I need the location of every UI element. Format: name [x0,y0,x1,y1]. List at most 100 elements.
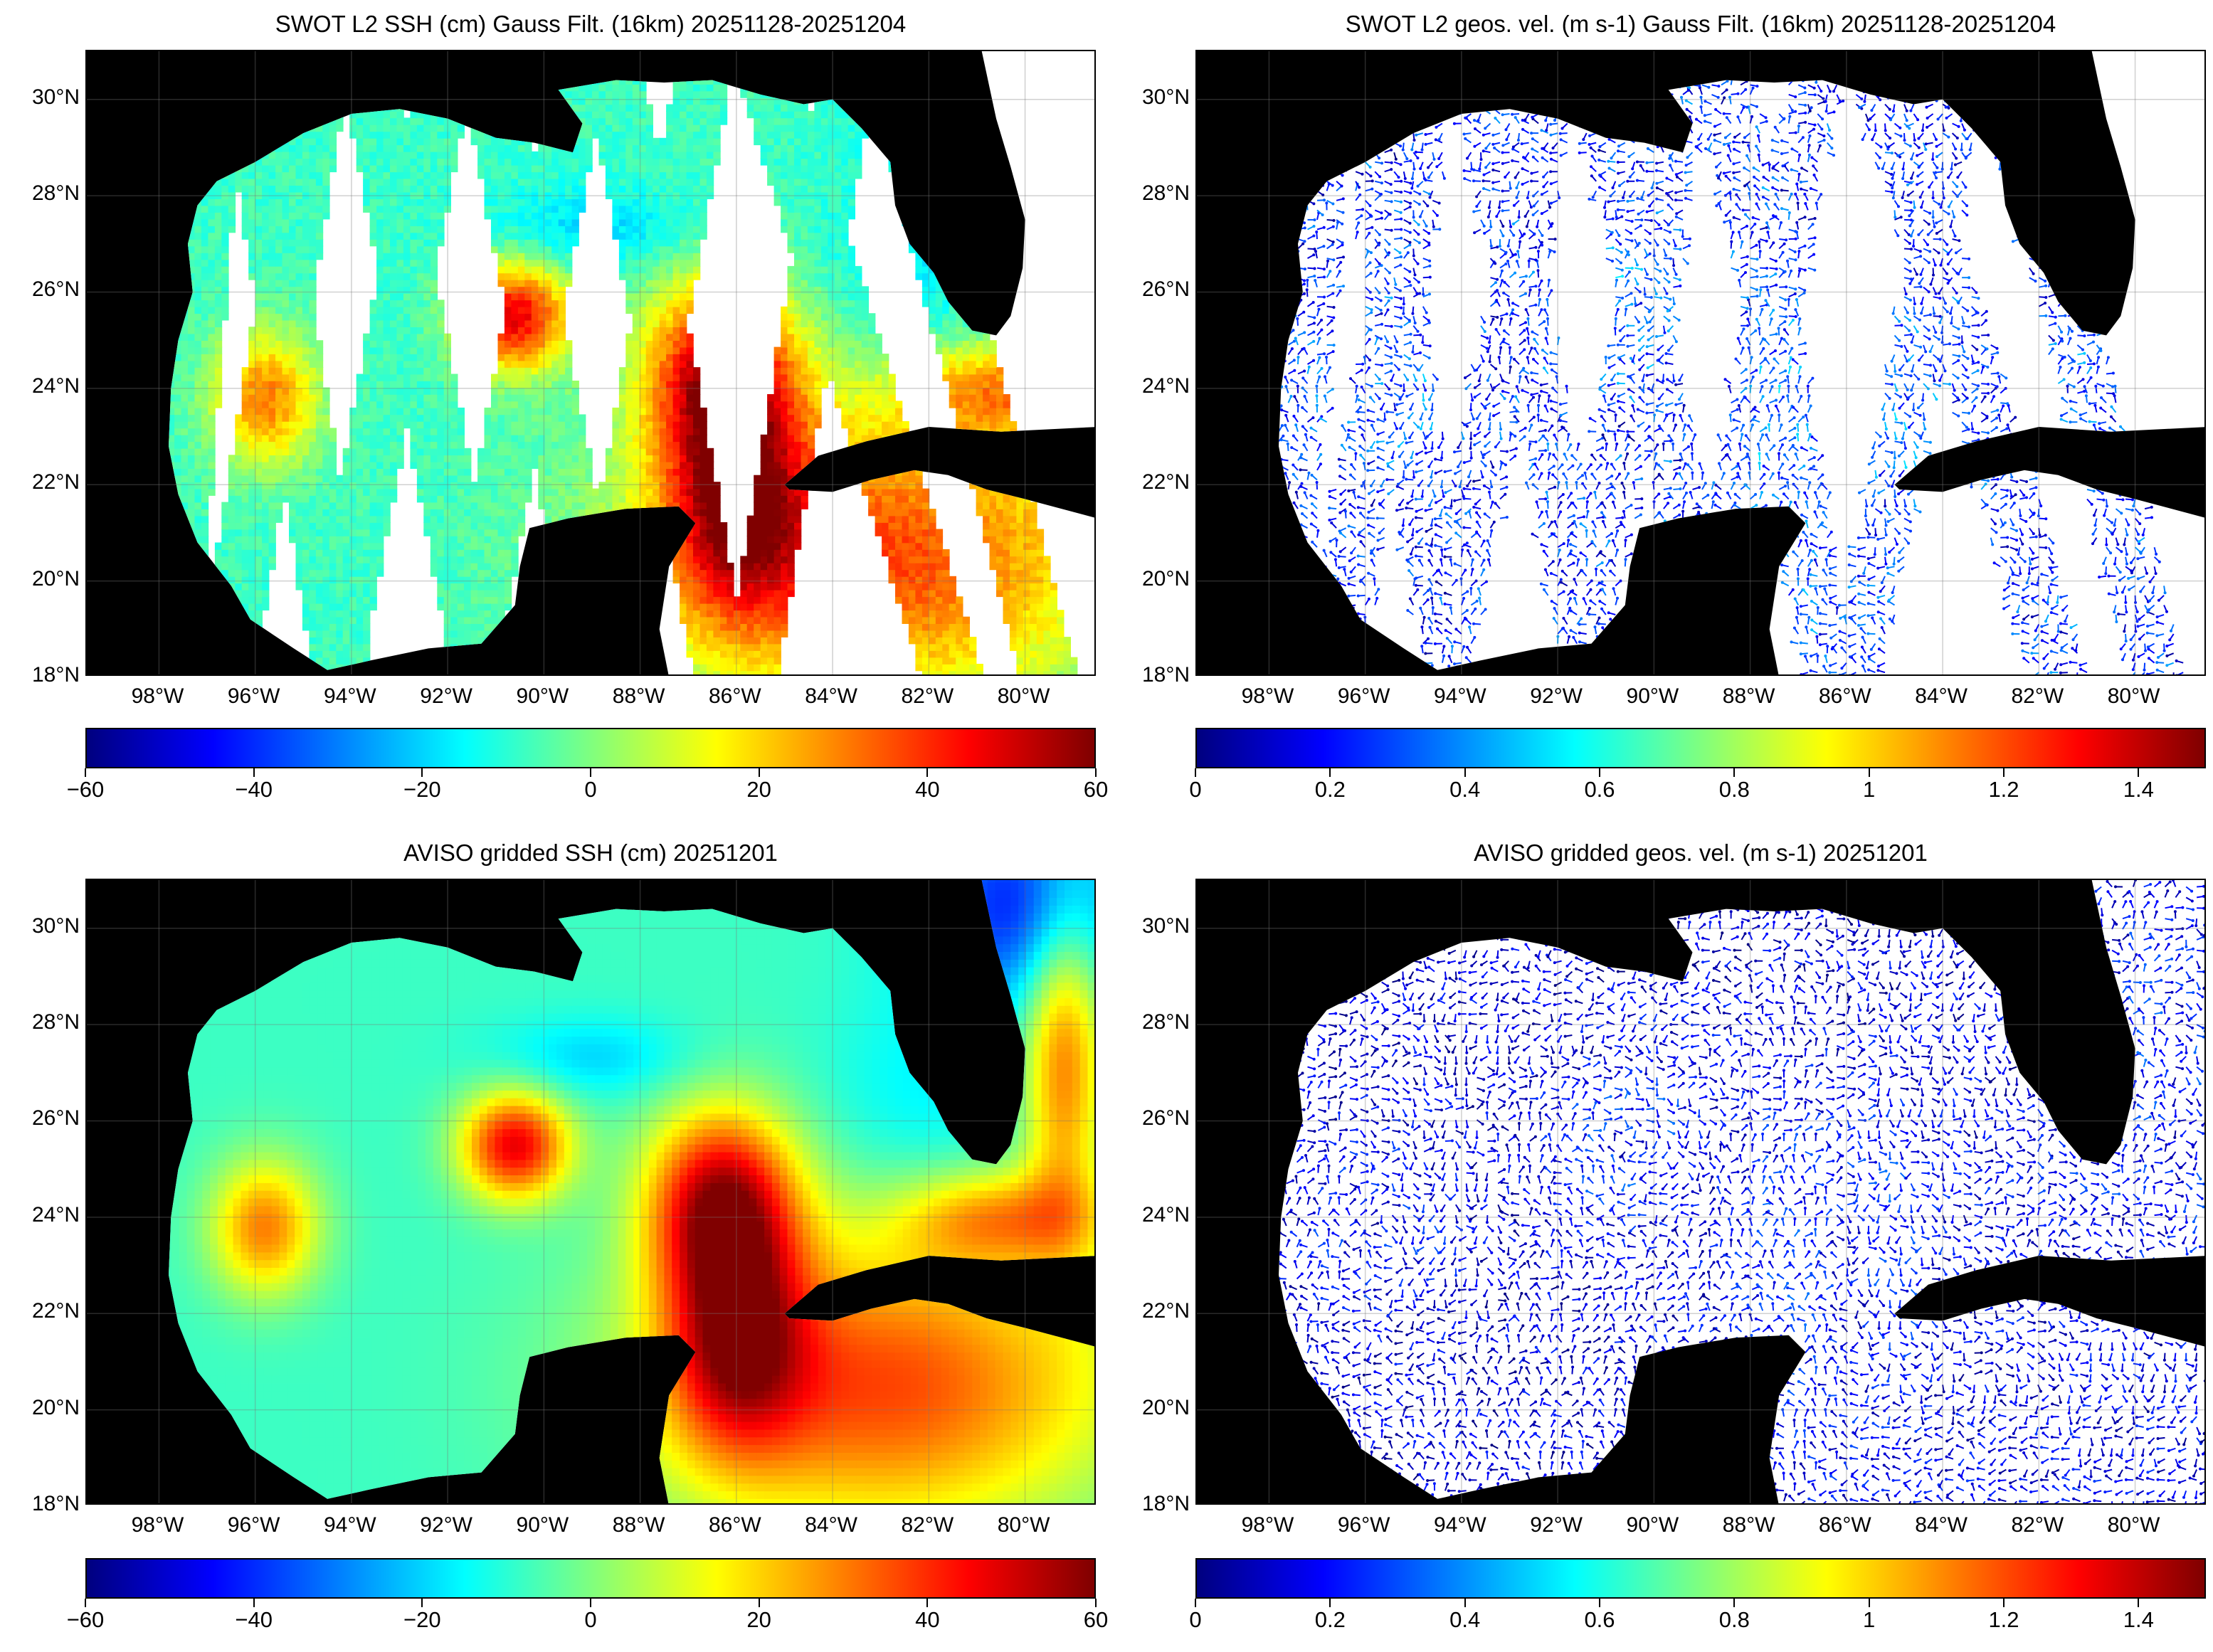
lat-tick-label: 20°N [1,1396,80,1420]
colorbar [85,728,1096,768]
colorbar-tick-label: 1.2 [1961,1607,2046,1633]
colorbar-tick-label: 0 [548,777,633,803]
map-svg [87,51,1094,674]
colorbar-tick [1464,768,1466,777]
colorbar-tick [421,768,423,777]
lat-tick-label: 26°N [1111,1106,1190,1131]
lon-tick-label: 86°W [1802,684,1888,709]
colorbar-tick [2138,1599,2140,1607]
lon-tick-label: 90°W [1610,1513,1695,1537]
colorbar-tick [590,768,591,777]
lon-tick-label: 88°W [596,684,682,709]
lon-tick-label: 94°W [307,1513,393,1537]
lon-tick-label: 80°W [2091,684,2177,709]
colorbar-tick [1733,1599,1736,1607]
lat-tick-label: 30°N [1111,914,1190,938]
colorbar-tick-label: 1 [1827,1607,1912,1633]
colorbar-tick-label: 40 [884,777,970,803]
colorbar-tick-label: 1.2 [1961,777,2046,803]
graticule [1197,51,2204,674]
lon-tick-label: 86°W [1802,1513,1888,1537]
colorbar-tick [85,1599,86,1607]
lat-tick-label: 18°N [1,663,80,687]
panel-title: AVISO gridded geos. vel. (m s-1) 2025120… [1195,840,2206,867]
colorbar-tick [1095,768,1097,777]
panel-title: AVISO gridded SSH (cm) 20251201 [85,840,1096,867]
graticule [87,51,1094,674]
lat-tick-label: 26°N [1,277,80,302]
ocean-area [1279,51,2204,674]
colorbar-tick [1868,768,1870,777]
colorbar-tick [1095,1599,1097,1607]
graticule [1197,880,2204,1503]
lat-tick-label: 24°N [1,374,80,398]
lat-tick-label: 22°N [1,1299,80,1323]
lon-tick-label: 90°W [500,684,585,709]
colorbar-tick-label: −20 [379,777,465,803]
colorbar-tick [758,1599,760,1607]
lat-tick-label: 22°N [1111,1299,1190,1323]
map-svg [87,880,1094,1503]
colorbar-tick-label: −40 [211,1607,297,1633]
colorbar-tick [926,1599,929,1607]
lon-tick-label: 90°W [1610,684,1695,709]
lon-tick-label: 98°W [1225,684,1310,709]
lat-tick-label: 28°N [1111,181,1190,206]
colorbar-tick [1599,768,1600,777]
colorbar-tick [1868,1599,1870,1607]
panel-title: SWOT L2 SSH (cm) Gauss Filt. (16km) 2025… [85,11,1096,38]
colorbar-tick-label: −60 [43,1607,128,1633]
lon-tick-label: 82°W [1995,1513,2080,1537]
colorbar-tick-label: 60 [1053,1607,1139,1633]
ocean-area [1279,880,2204,1503]
map-panel-2 [1195,50,2206,676]
lat-tick-label: 18°N [1111,1492,1190,1516]
lat-tick-label: 28°N [1,181,80,206]
lon-tick-label: 92°W [1514,1513,1599,1537]
colorbar-tick [2138,768,2140,777]
colorbar [1195,728,2206,768]
lon-tick-label: 96°W [1321,1513,1407,1537]
lat-tick-label: 24°N [1,1203,80,1227]
map-panel-1 [85,50,1096,676]
panel-title: SWOT L2 geos. vel. (m s-1) Gauss Filt. (… [1195,11,2206,38]
lon-tick-label: 84°W [1898,684,1984,709]
lon-tick-label: 88°W [1706,684,1792,709]
colorbar-tick-label: 0 [1153,777,1238,803]
lon-tick-label: 92°W [403,1513,489,1537]
colorbar-tick-label: 1.4 [2096,1607,2181,1633]
colorbar-tick-label: 0.8 [1691,777,1777,803]
colorbar-tick-label: 0.4 [1422,1607,1508,1633]
lat-tick-label: 18°N [1,1492,80,1516]
colorbar-tick-label: 1 [1827,777,1912,803]
lat-tick-label: 20°N [1,567,80,591]
colorbar-tick [1195,768,1196,777]
map-svg [1197,880,2204,1503]
colorbar-tick [85,768,86,777]
lat-tick-label: 30°N [1111,85,1190,110]
lon-tick-label: 92°W [403,684,489,709]
lon-tick-label: 80°W [981,684,1067,709]
lat-tick-label: 28°N [1111,1010,1190,1034]
colorbar-tick-label: −40 [211,777,297,803]
colorbar [85,1558,1096,1599]
colorbar-tick [2003,768,2005,777]
colorbar-tick-label: 20 [717,1607,802,1633]
lat-tick-label: 24°N [1111,374,1190,398]
lon-tick-label: 82°W [884,1513,970,1537]
colorbar-tick [2003,1599,2005,1607]
colorbar-tick-label: 0.2 [1287,1607,1373,1633]
lon-tick-label: 90°W [500,1513,585,1537]
lat-tick-label: 26°N [1111,277,1190,302]
colorbar-tick-label: 1.4 [2096,777,2181,803]
lat-tick-label: 24°N [1111,1203,1190,1227]
colorbar-tick [926,768,929,777]
lat-tick-label: 18°N [1111,663,1190,687]
colorbar-tick-label: −20 [379,1607,465,1633]
colorbar-tick [1195,1599,1196,1607]
colorbar-tick [1464,1599,1466,1607]
lon-tick-label: 80°W [2091,1513,2177,1537]
lon-tick-label: 94°W [1417,1513,1503,1537]
lon-tick-label: 92°W [1514,684,1599,709]
map-panel-4 [1195,879,2206,1505]
